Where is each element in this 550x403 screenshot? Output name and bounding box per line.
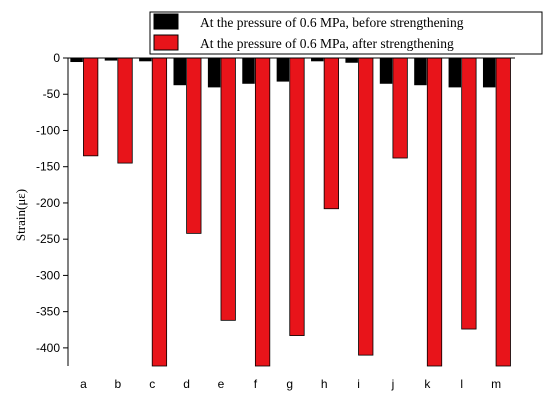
bar-after xyxy=(392,57,408,159)
bar-after xyxy=(289,57,305,336)
bar-after xyxy=(186,57,202,234)
bar-before xyxy=(276,57,290,82)
x-category-label: b xyxy=(115,377,122,391)
bar-after xyxy=(254,57,271,367)
bar-before xyxy=(207,57,221,88)
x-category-label: m xyxy=(491,377,501,391)
legend-label-after: At the pressure of 0.6 MPa, after streng… xyxy=(200,36,454,51)
bar-after xyxy=(151,57,168,367)
y-tick-label: -300 xyxy=(36,268,60,282)
y-tick-label: -400 xyxy=(36,341,60,355)
x-category-label: i xyxy=(357,377,360,391)
y-tick-label: -50 xyxy=(43,87,61,101)
y-ticks: 0 -50 -100 -150 -200 -250 -300 -350 -400 xyxy=(36,51,68,355)
legend-box xyxy=(149,11,543,55)
bar-after xyxy=(461,57,477,330)
bar-before xyxy=(448,57,462,88)
bar-after xyxy=(323,57,339,210)
bar-before xyxy=(70,57,83,63)
bar-before xyxy=(482,57,496,88)
x-category-label: f xyxy=(254,377,258,391)
bar-before xyxy=(173,57,186,86)
x-category-label: c xyxy=(149,377,155,391)
y-tick-label: -100 xyxy=(36,123,60,137)
y-tick-label: -250 xyxy=(36,232,60,246)
bar-before xyxy=(242,57,255,84)
bar-after xyxy=(117,57,133,164)
x-category-label: h xyxy=(321,377,328,391)
bar-before xyxy=(345,57,358,63)
bar-after xyxy=(426,57,443,367)
y-tick-label: -150 xyxy=(36,160,60,174)
bars-layer xyxy=(70,57,511,367)
y-tick-label: 0 xyxy=(53,51,60,65)
x-category-label: g xyxy=(286,377,293,391)
bar-after xyxy=(358,57,374,356)
axes-layer xyxy=(67,57,515,366)
x-category-label: d xyxy=(183,377,190,391)
bar-after xyxy=(83,57,99,157)
legend-label-before: At the pressure of 0.6 MPa, before stren… xyxy=(200,15,464,30)
x-category-label: k xyxy=(424,377,431,391)
x-category-label: e xyxy=(218,377,225,391)
x-categories: a b c d e f g h i j k l m xyxy=(80,377,501,391)
y-tick-label: -350 xyxy=(36,305,60,319)
legend-swatch-before xyxy=(153,13,179,30)
y-axis-title: Strain(με) xyxy=(13,189,28,241)
legend-swatch-after xyxy=(153,34,179,51)
legend: At the pressure of 0.6 MPa, before stren… xyxy=(149,11,543,55)
bar-after xyxy=(220,57,236,321)
bar-before xyxy=(414,57,427,86)
x-category-label: j xyxy=(391,377,395,391)
y-tick-label: -200 xyxy=(36,196,60,210)
x-category-label: a xyxy=(80,377,87,391)
bar-after xyxy=(495,57,511,367)
bar-before xyxy=(379,57,393,84)
x-category-label: l xyxy=(460,377,463,391)
